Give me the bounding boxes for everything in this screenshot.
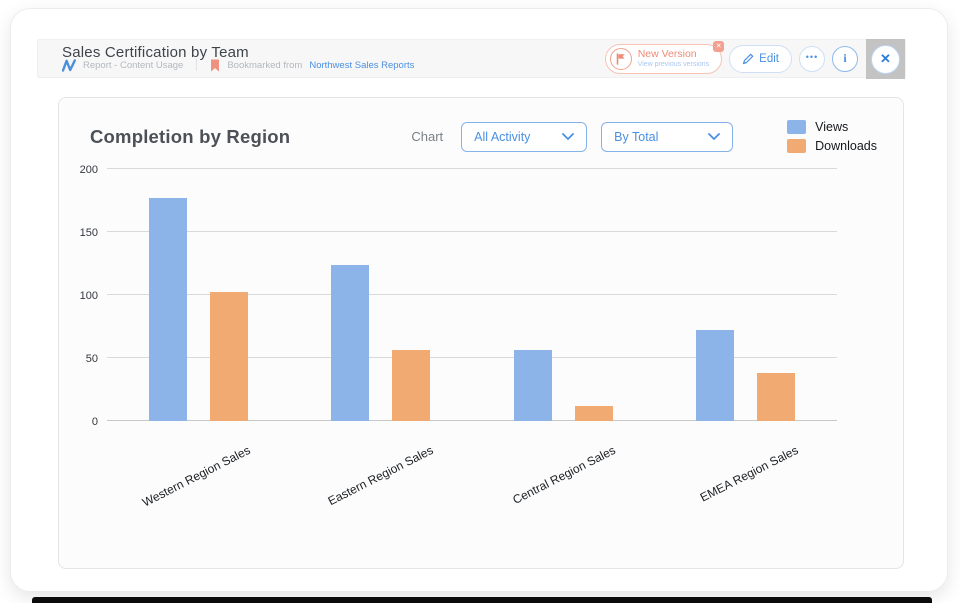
bar-views bbox=[148, 197, 187, 421]
x-axis-label-cell: Central Region Sales bbox=[472, 421, 655, 566]
pencil-icon bbox=[742, 53, 754, 65]
y-axis-tick: 50 bbox=[85, 352, 98, 365]
info-button[interactable]: i bbox=[832, 45, 858, 72]
y-axis-tick: 200 bbox=[79, 163, 98, 176]
group-by-dropdown-value: By Total bbox=[614, 129, 659, 144]
bar-downloads bbox=[209, 292, 248, 421]
chart-legend: Views Downloads bbox=[787, 120, 877, 153]
legend-item: Views bbox=[787, 120, 877, 134]
dismiss-new-version-icon[interactable]: ✕ bbox=[713, 40, 725, 52]
bar-group bbox=[107, 169, 290, 421]
close-icon: ✕ bbox=[871, 44, 900, 74]
chart-type-label: Chart bbox=[411, 129, 444, 144]
report-type-label: Report - Content Usage bbox=[83, 59, 184, 71]
ellipsis-icon: ••• bbox=[805, 51, 819, 62]
gridline bbox=[107, 231, 837, 232]
bar-group bbox=[655, 169, 838, 421]
bar-views bbox=[696, 330, 735, 421]
group-by-dropdown[interactable]: By Total bbox=[601, 121, 734, 152]
gridline bbox=[107, 294, 837, 295]
legend-swatch bbox=[787, 120, 807, 134]
legend-swatch bbox=[787, 139, 807, 153]
chart-plot-area: 0 50 100 150 200 bbox=[80, 164, 837, 428]
y-axis-tick: 100 bbox=[79, 289, 98, 302]
bar-group bbox=[290, 169, 473, 421]
chart-x-axis-labels: Western Region Sales Eastern Region Sales… bbox=[107, 421, 837, 566]
edit-button[interactable]: Edit bbox=[729, 44, 792, 73]
chart-card-header: Completion by Region Chart All Activity … bbox=[59, 98, 903, 169]
edit-label: Edit bbox=[759, 52, 779, 65]
activity-dropdown[interactable]: All Activity bbox=[461, 121, 588, 152]
chevron-down-icon bbox=[708, 133, 721, 140]
new-version-button[interactable]: New Version View previous versions ✕ bbox=[604, 40, 725, 74]
bar-groups bbox=[107, 169, 837, 421]
close-button[interactable]: ✕ bbox=[866, 39, 905, 79]
report-title: Sales Certification by Team bbox=[62, 44, 249, 61]
header-actions: New Version View previous versions ✕ Edi… bbox=[604, 40, 858, 74]
modal-header: Sales Certification by Team Report - Con… bbox=[37, 39, 906, 79]
x-axis-label-cell: Western Region Sales bbox=[107, 421, 290, 566]
x-axis-label-cell: Eastern Region Sales bbox=[290, 421, 473, 566]
meta-divider bbox=[196, 59, 198, 71]
x-axis-label: Eastern Region Sales bbox=[325, 443, 436, 509]
gridline bbox=[107, 420, 837, 421]
chevron-down-icon bbox=[562, 133, 575, 140]
info-icon: i bbox=[843, 51, 847, 65]
bar-views bbox=[513, 350, 552, 421]
report-logo-icon bbox=[62, 58, 76, 72]
bar-group bbox=[472, 169, 655, 421]
bar-downloads bbox=[574, 405, 613, 421]
bookmarked-source-link[interactable]: Northwest Sales Reports bbox=[309, 59, 415, 71]
legend-label: Views bbox=[815, 120, 849, 134]
more-options-button[interactable]: ••• bbox=[799, 45, 825, 72]
legend-item: Downloads bbox=[787, 139, 877, 153]
x-axis-label-cell: EMEA Region Sales bbox=[655, 421, 838, 566]
bar-downloads bbox=[392, 350, 431, 421]
bar-downloads bbox=[757, 373, 796, 421]
background-page-edge bbox=[32, 597, 932, 603]
y-axis-tick: 150 bbox=[79, 226, 98, 239]
gridline bbox=[107, 357, 837, 358]
activity-dropdown-value: All Activity bbox=[474, 129, 531, 144]
bar-views bbox=[331, 264, 370, 421]
y-axis-tick: 0 bbox=[91, 415, 98, 428]
chart-title: Completion by Region bbox=[90, 125, 291, 147]
report-meta-row: Report - Content Usage Bookmarked from N… bbox=[62, 58, 414, 72]
legend-label: Downloads bbox=[815, 139, 877, 153]
report-modal: Sales Certification by Team Report - Con… bbox=[10, 8, 948, 592]
bookmark-icon bbox=[210, 59, 220, 72]
flag-icon bbox=[609, 47, 632, 70]
new-version-label: New Version bbox=[637, 48, 697, 61]
x-axis-label: Western Region Sales bbox=[140, 443, 253, 510]
gridline bbox=[107, 168, 837, 169]
x-axis-label: EMEA Region Sales bbox=[697, 443, 801, 505]
view-previous-versions-link[interactable]: View previous versions bbox=[637, 60, 710, 68]
x-axis-label: Central Region Sales bbox=[510, 443, 618, 507]
chart-card: Completion by Region Chart All Activity … bbox=[58, 97, 904, 569]
bookmarked-from-label: Bookmarked from bbox=[227, 59, 303, 71]
